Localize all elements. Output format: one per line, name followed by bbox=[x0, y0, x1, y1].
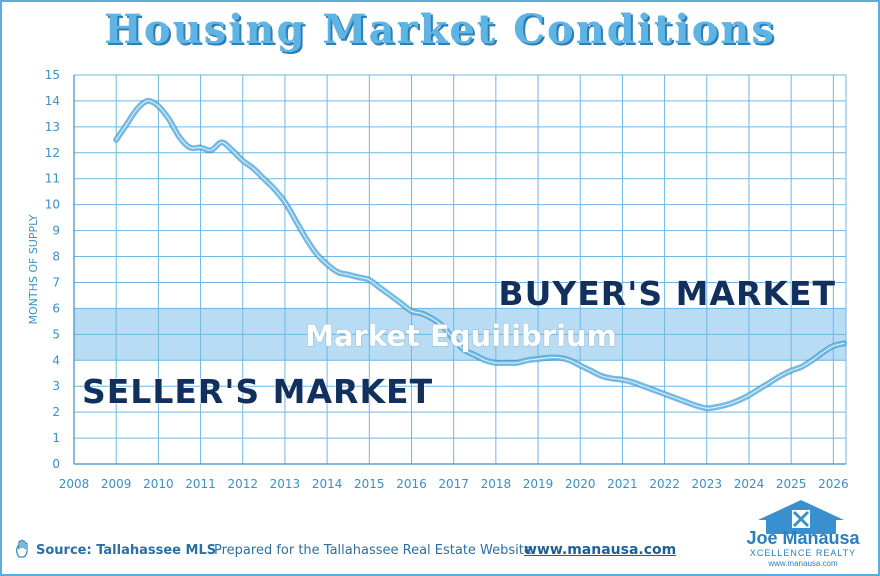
series-line-shadow bbox=[113, 97, 847, 412]
y-tick-label: 10 bbox=[45, 198, 60, 212]
y-tick-label: 1 bbox=[52, 431, 60, 445]
x-tick-label: 2014 bbox=[312, 477, 343, 491]
series-line-highlight bbox=[115, 100, 845, 409]
y-tick-label: 9 bbox=[52, 224, 60, 238]
x-tick-label: 2012 bbox=[227, 477, 258, 491]
y-tick-label: 4 bbox=[52, 353, 60, 367]
x-tick-label: 2021 bbox=[607, 477, 638, 491]
x-tick-label: 2009 bbox=[101, 477, 132, 491]
y-tick-label: 13 bbox=[45, 120, 60, 134]
x-tick-label: 2010 bbox=[143, 477, 174, 491]
footer-url-link[interactable]: www.manausa.com bbox=[524, 542, 677, 558]
x-tick-label: 2018 bbox=[481, 477, 512, 491]
x-tick-label: 2024 bbox=[734, 477, 765, 491]
x-tick-label: 2017 bbox=[438, 477, 469, 491]
y-tick-label: 2 bbox=[52, 405, 60, 419]
y-tick-label: 15 bbox=[45, 68, 60, 82]
y-tick-label: 7 bbox=[52, 275, 60, 289]
footer-source: Source: Tallahassee MLS bbox=[36, 543, 217, 558]
x-tick-label: 2015 bbox=[354, 477, 385, 491]
y-tick-label: 12 bbox=[45, 146, 60, 160]
y-tick-label: 0 bbox=[52, 457, 60, 471]
equilibrium-label: Market Equilibrium bbox=[305, 319, 617, 353]
x-tick-label: 2025 bbox=[776, 477, 807, 491]
house-icon bbox=[758, 500, 844, 534]
y-tick-label: 3 bbox=[52, 379, 60, 393]
x-tick-label: 2023 bbox=[692, 477, 723, 491]
x-tick-label: 2016 bbox=[396, 477, 427, 491]
y-tick-label: 11 bbox=[45, 172, 60, 186]
x-tick-label: 2011 bbox=[185, 477, 216, 491]
x-tick-label: 2008 bbox=[59, 477, 90, 491]
y-axis-label: MONTHS OF SUPPLY bbox=[27, 214, 40, 324]
x-tick-label: 2019 bbox=[523, 477, 554, 491]
logo-subtitle: XCELLENCE REALTY bbox=[749, 548, 857, 558]
buyers-market-label: BUYER'S MARKET bbox=[498, 274, 836, 313]
x-tick-label: 2020 bbox=[565, 477, 596, 491]
logo-name: Joe Manausa bbox=[746, 528, 860, 548]
x-tick-label: 2013 bbox=[270, 477, 301, 491]
x-tick-label: 2026 bbox=[818, 477, 849, 491]
footer-prepared: Prepared for the Tallahassee Real Estate… bbox=[214, 543, 532, 558]
y-tick-label: 6 bbox=[52, 301, 60, 315]
sellers-market-label: SELLER'S MARKET bbox=[82, 372, 433, 411]
brand-logo[interactable]: Joe Manausa XCELLENCE REALTY www.manausa… bbox=[730, 498, 876, 572]
y-tick-label: 14 bbox=[45, 94, 60, 108]
y-tick-label: 8 bbox=[52, 250, 60, 264]
chart-title: Housing Market Conditions bbox=[104, 6, 776, 53]
x-tick-label: 2022 bbox=[649, 477, 680, 491]
logo-url: www.manausa.com bbox=[768, 559, 838, 568]
y-tick-label: 5 bbox=[52, 327, 60, 341]
hand-icon bbox=[15, 539, 28, 558]
